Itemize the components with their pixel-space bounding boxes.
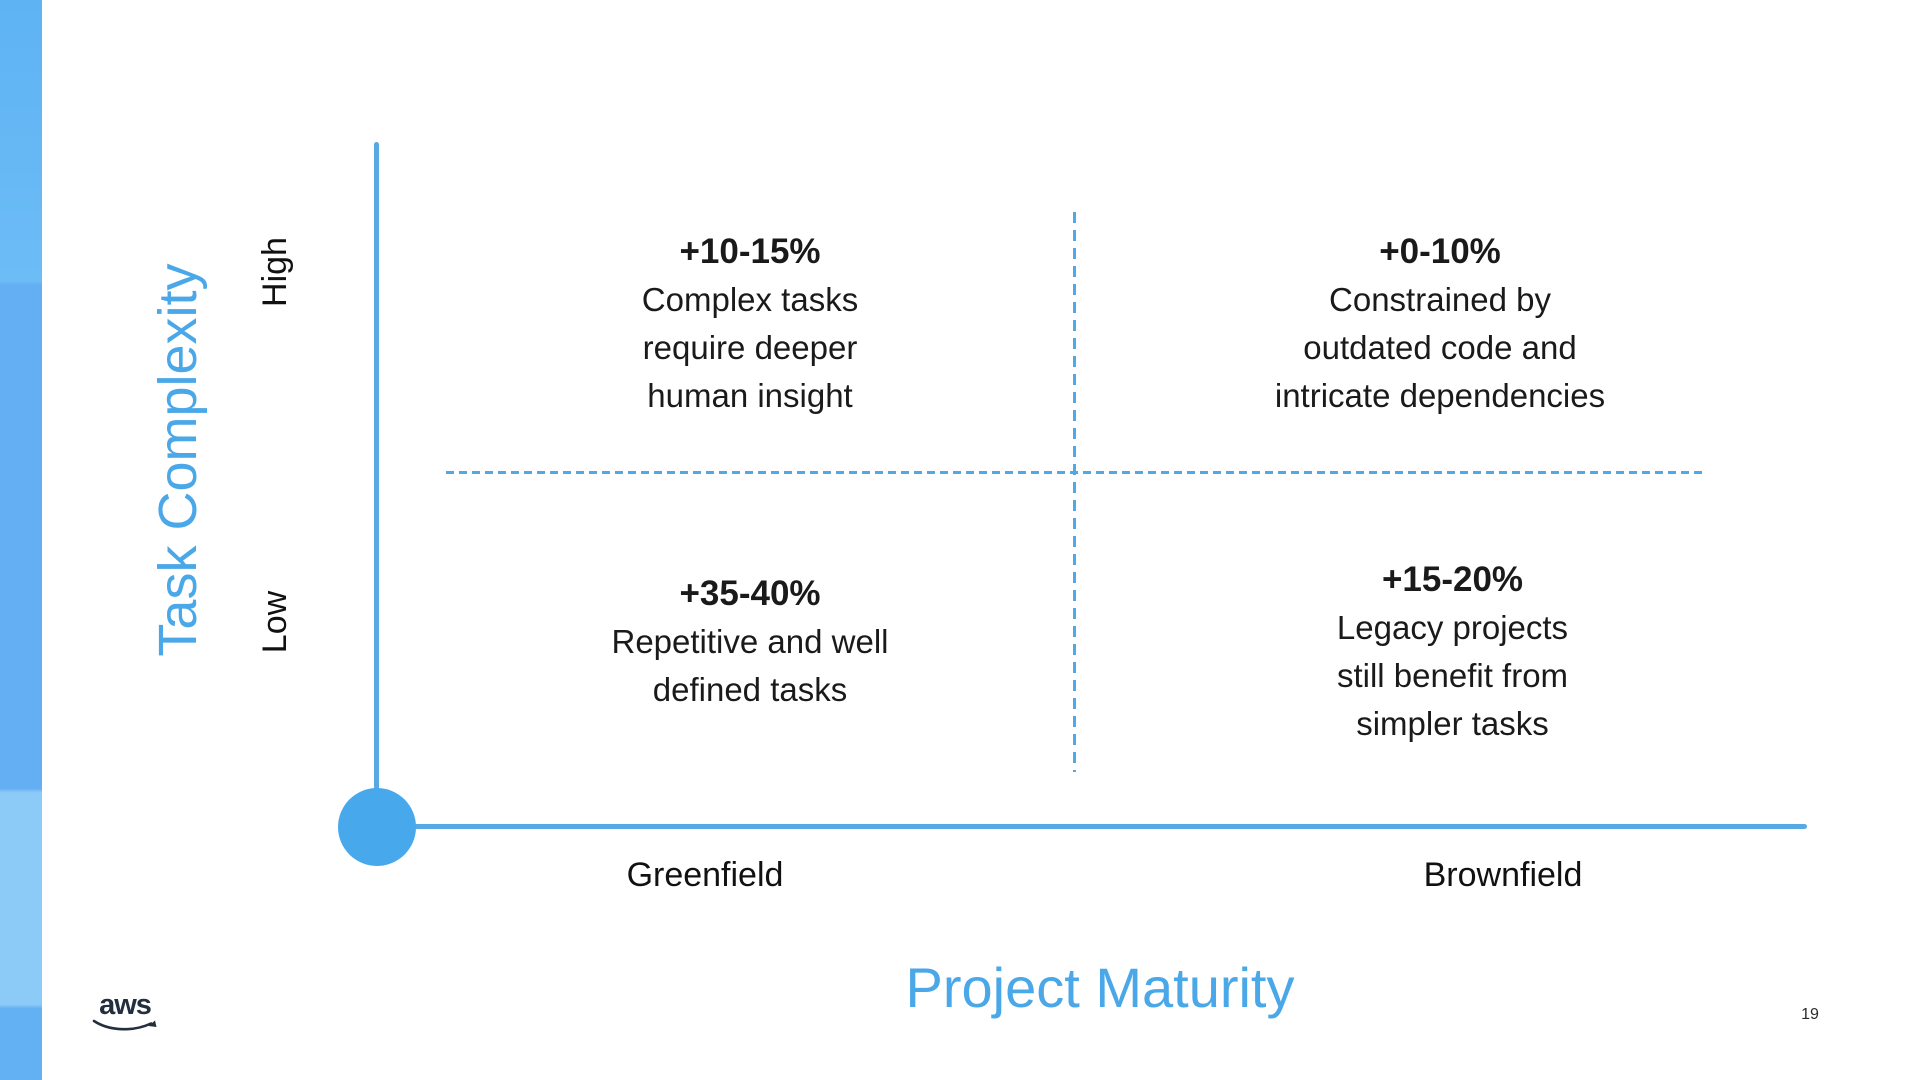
quadrant-bottom-left-description: Repetitive and well defined tasks — [611, 623, 889, 708]
quadrant-divider-vertical — [1073, 212, 1076, 772]
quadrant-top-right-description: Constrained by outdated code and intrica… — [1274, 281, 1606, 414]
x-tick-brownfield: Brownfield — [1423, 856, 1583, 894]
quadrant-top-right: +0-10% Constrained by outdated code and … — [1205, 228, 1675, 420]
aws-smile-icon — [92, 1019, 157, 1031]
left-accent-bar — [0, 0, 42, 1080]
page-number: 19 — [1801, 1006, 1819, 1023]
y-tick-low: Low — [256, 590, 294, 654]
x-tick-greenfield: Greenfield — [626, 856, 784, 894]
quadrant-bottom-right: +15-20% Legacy projects still benefit fr… — [1245, 556, 1660, 748]
quadrant-top-left: +10-15% Complex tasks require deeper hum… — [540, 228, 960, 420]
quadrant-bottom-right-percentage: +15-20% — [1381, 560, 1524, 599]
quadrant-bottom-right-description: Legacy projects still benefit from simpl… — [1336, 609, 1569, 742]
origin-dot — [338, 788, 416, 866]
aws-logo: aws — [90, 990, 160, 1038]
quadrant-top-right-percentage: +0-10% — [1379, 232, 1501, 271]
quadrant-bottom-left: +35-40% Repetitive and well defined task… — [540, 570, 960, 714]
y-axis-title: Task Complexity — [148, 263, 208, 657]
quadrant-bottom-left-percentage: +35-40% — [679, 574, 821, 613]
y-tick-high: High — [256, 237, 294, 307]
quadrant-top-left-percentage: +10-15% — [679, 232, 821, 271]
y-axis-line — [374, 142, 379, 802]
quadrant-top-left-description: Complex tasks require deeper human insig… — [641, 281, 859, 414]
x-axis-title: Project Maturity — [905, 956, 1295, 1019]
aws-logo-text: aws — [99, 989, 152, 1021]
x-axis-line — [399, 824, 1807, 829]
